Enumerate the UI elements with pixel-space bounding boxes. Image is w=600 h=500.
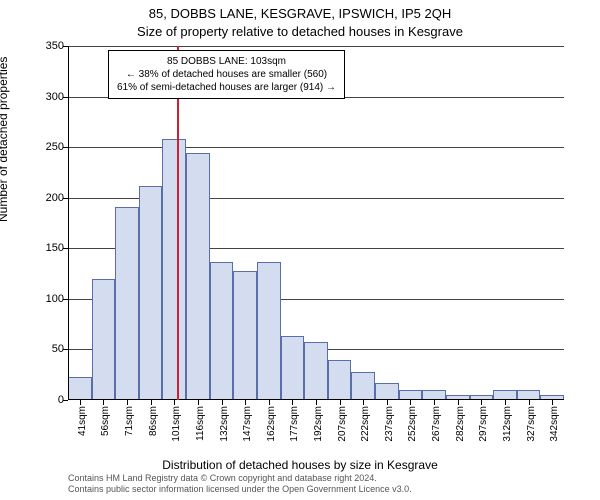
- histogram-bar: [233, 271, 257, 400]
- x-tick-mark: [340, 400, 341, 405]
- histogram-bar: [375, 383, 399, 400]
- x-tick-mark: [363, 400, 364, 405]
- x-tick-label: 222sqm: [360, 406, 371, 442]
- histogram-bar: [304, 342, 328, 400]
- x-tick-label: 56sqm: [100, 406, 111, 436]
- histogram-bar: [92, 279, 116, 400]
- chart-root: 85, DOBBS LANE, KESGRAVE, IPSWICH, IP5 2…: [0, 0, 600, 500]
- x-tick-mark: [410, 400, 411, 405]
- x-tick-mark: [458, 400, 459, 405]
- x-axis-label: Distribution of detached houses by size …: [0, 458, 600, 472]
- x-tick-mark: [316, 400, 317, 405]
- y-tick-label: 0: [24, 394, 64, 406]
- x-tick-label: 132sqm: [219, 406, 230, 442]
- x-tick-label: 267sqm: [431, 406, 442, 442]
- footer-text: Contains HM Land Registry data © Crown c…: [68, 473, 564, 495]
- chart-title-line1: 85, DOBBS LANE, KESGRAVE, IPSWICH, IP5 2…: [0, 6, 600, 21]
- property-marker-line: [177, 46, 179, 400]
- x-tick-label: 252sqm: [407, 406, 418, 442]
- x-tick-label: 192sqm: [313, 406, 324, 442]
- x-tick-label: 297sqm: [478, 406, 489, 442]
- x-tick-mark: [245, 400, 246, 405]
- x-tick-label: 312sqm: [502, 406, 513, 442]
- x-tick-label: 86sqm: [148, 406, 159, 436]
- x-tick-mark: [222, 400, 223, 405]
- x-tick-label: 116sqm: [195, 406, 206, 441]
- x-tick-mark: [127, 400, 128, 405]
- y-tick-label: 350: [24, 40, 64, 52]
- y-axis-line: [68, 46, 69, 400]
- chart-title-line2: Size of property relative to detached ho…: [0, 24, 600, 39]
- histogram-bar: [281, 336, 305, 400]
- gridline: [68, 46, 564, 47]
- y-tick-label: 200: [24, 192, 64, 204]
- y-tick-label: 50: [24, 343, 64, 355]
- histogram-bar: [68, 377, 92, 400]
- histogram-bar: [115, 207, 139, 400]
- y-tick-label: 300: [24, 91, 64, 103]
- x-tick-label: 41sqm: [77, 406, 88, 436]
- y-tick-label: 150: [24, 242, 64, 254]
- histogram-bar: [351, 372, 375, 400]
- x-tick-mark: [269, 400, 270, 405]
- x-tick-mark: [387, 400, 388, 405]
- histogram-bar: [162, 139, 186, 400]
- x-tick-label: 207sqm: [337, 406, 348, 442]
- footer-line1: Contains HM Land Registry data © Crown c…: [68, 473, 564, 484]
- annotation-line1: 85 DOBBS LANE: 103sqm: [117, 55, 336, 68]
- x-tick-mark: [434, 400, 435, 405]
- annotation-box: 85 DOBBS LANE: 103sqm ← 38% of detached …: [108, 50, 345, 99]
- x-tick-label: 282sqm: [455, 406, 466, 442]
- footer-line2: Contains public sector information licen…: [68, 484, 564, 495]
- x-tick-label: 162sqm: [266, 406, 277, 442]
- histogram-bar: [257, 262, 281, 400]
- x-tick-mark: [80, 400, 81, 405]
- x-tick-mark: [198, 400, 199, 405]
- y-tick-label: 100: [24, 293, 64, 305]
- histogram-bar: [186, 153, 210, 400]
- x-tick-label: 177sqm: [289, 406, 300, 442]
- x-tick-label: 71sqm: [124, 406, 135, 436]
- x-tick-mark: [292, 400, 293, 405]
- x-tick-mark: [552, 400, 553, 405]
- gridline: [68, 147, 564, 148]
- x-tick-mark: [103, 400, 104, 405]
- y-axis-label: Number of detached properties: [0, 57, 10, 222]
- histogram-bar: [139, 186, 163, 400]
- x-tick-mark: [174, 400, 175, 405]
- plot-area: 85 DOBBS LANE: 103sqm ← 38% of detached …: [68, 46, 564, 400]
- x-tick-label: 237sqm: [384, 406, 395, 442]
- x-tick-label: 327sqm: [526, 406, 537, 442]
- x-tick-mark: [505, 400, 506, 405]
- x-tick-label: 342sqm: [549, 406, 560, 442]
- x-tick-label: 147sqm: [242, 406, 253, 442]
- y-tick-label: 250: [24, 141, 64, 153]
- histogram-bar: [328, 360, 352, 400]
- annotation-line3: 61% of semi-detached houses are larger (…: [117, 81, 336, 94]
- x-tick-mark: [529, 400, 530, 405]
- annotation-line2: ← 38% of detached houses are smaller (56…: [117, 68, 336, 81]
- histogram-bar: [210, 262, 234, 400]
- x-tick-mark: [151, 400, 152, 405]
- x-tick-mark: [481, 400, 482, 405]
- x-tick-label: 101sqm: [171, 406, 182, 442]
